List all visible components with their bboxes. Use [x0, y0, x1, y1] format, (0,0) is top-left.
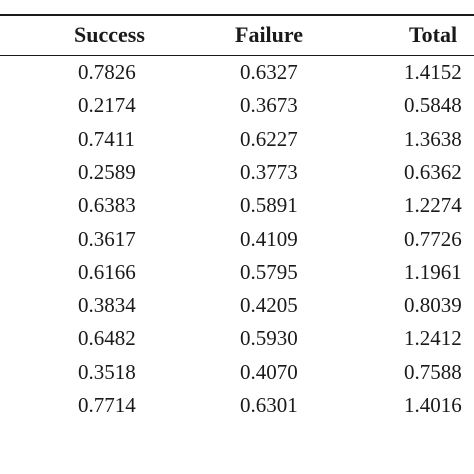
cell-success: 0.6482: [78, 326, 136, 351]
cell-failure: 0.3773: [240, 159, 298, 184]
cell-failure: 0.5891: [240, 193, 298, 218]
cell-total: 1.2274: [404, 193, 462, 218]
cell-total: 0.8039: [404, 293, 462, 318]
cell-total: 1.2412: [404, 326, 462, 351]
cell-success: 0.6166: [78, 259, 136, 284]
cell-success: 0.3518: [78, 359, 136, 384]
header-success: Success: [74, 22, 145, 47]
cell-success: 0.7826: [78, 60, 136, 84]
cell-failure: 0.4109: [240, 226, 298, 251]
header-total: Total: [409, 22, 458, 47]
cell-failure: 0.6301: [240, 393, 298, 417]
cell-failure: 0.3673: [240, 93, 298, 118]
cell-success: 0.7714: [78, 393, 136, 417]
cell-total: 0.7588: [404, 359, 462, 384]
header-failure: Failure: [235, 22, 304, 47]
cell-failure: 0.6327: [240, 60, 298, 84]
cell-success: 0.7411: [78, 126, 135, 151]
cell-total: 1.4152: [404, 60, 462, 84]
cell-total: 0.5848: [404, 93, 462, 118]
cell-success: 0.6383: [78, 193, 136, 218]
cell-total: 1.1961: [404, 259, 462, 284]
cell-total: 0.6362: [404, 159, 462, 184]
cell-total: 1.4016: [404, 393, 462, 417]
cell-failure: 0.6227: [240, 126, 298, 151]
cell-failure: 0.5930: [240, 326, 298, 351]
cell-total: 0.7726: [404, 226, 462, 251]
cell-total: 1.3638: [404, 126, 462, 151]
cell-success: 0.3617: [78, 226, 136, 251]
cell-success: 0.2589: [78, 159, 136, 184]
cell-success: 0.2174: [78, 93, 136, 118]
cell-failure: 0.4205: [240, 293, 298, 318]
cell-failure: 0.4070: [240, 359, 298, 384]
cell-success: 0.3834: [78, 293, 136, 318]
header-rule: [0, 55, 474, 56]
cell-failure: 0.5795: [240, 259, 298, 284]
top-rule: [0, 14, 474, 16]
